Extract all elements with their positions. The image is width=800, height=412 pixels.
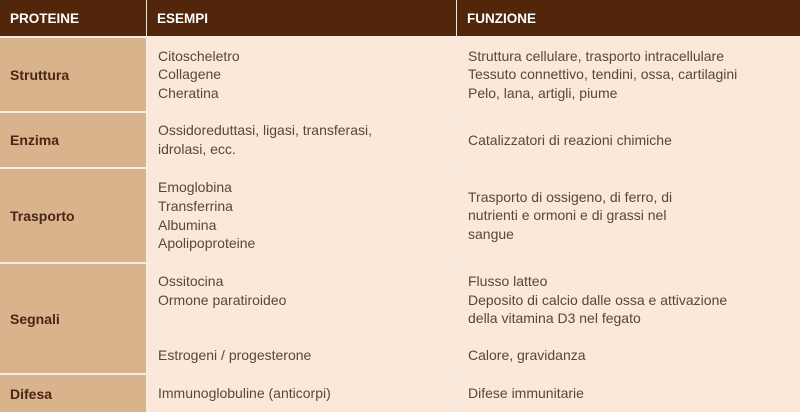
funzione-line: della vitamina D3 nel fegato [468,310,641,327]
funzione-line: Tessuto connettivo, tendini, ossa, carti… [468,66,738,83]
header-esempi: ESEMPI [146,0,456,36]
esempi-cell: Ossitocina Ormone paratiroideo Estrogeni /… [146,264,456,373]
esempi-line: Ossitocina [158,273,224,290]
esempi-line [158,309,456,328]
funzione-line: Pelo, lana, artigli, piume [468,84,618,101]
funzione-line: Trasporto di ossigeno, di ferro, di [468,188,673,205]
esempi-line: Cheratina [158,84,219,101]
funzione-line: Difese immunitarie [468,385,584,402]
protein-category: Difesa [0,375,146,412]
header-funzione: FUNZIONE [456,0,800,36]
protein-category: Segnali [0,264,146,373]
protein-category: Trasporto [0,169,146,262]
table-row: Struttura Citoscheletro Collagene Cheratina… [0,36,800,111]
esempi-line [158,328,456,347]
table-row: Trasporto Emoglobina Transferrina Albumina A… [0,167,800,262]
funzione-line: Struttura cellulare, trasporto intracell… [468,47,725,64]
funzione-line: Flusso latteo [468,273,548,290]
table-header: PROTEINE ESEMPI FUNZIONE [0,0,800,36]
funzione-line: Catalizzatori di reazioni chimiche [468,131,672,148]
esempi-line: Emoglobina [158,179,232,196]
table-row: Enzima Ossidoreduttasi, ligasi, transfera… [0,111,800,167]
esempi-line: Estrogeni / progesterone [158,347,312,364]
esempi-line: idrolasi, ecc. [158,141,236,157]
table-row: Segnali Ossitocina Ormone paratiroideo Estr… [0,262,800,373]
esempi-cell: Ossidoreduttasi, ligasi, transferasi, idr… [146,113,456,167]
protein-category: Enzima [0,113,146,167]
funzione-line [468,328,800,347]
funzione-line: Calore, gravidanza [468,347,586,364]
funzione-cell: Difese immunitarie [456,375,800,412]
esempi-line: Albumina [158,216,217,233]
esempi-line: Transferrina [158,197,233,214]
esempi-line: Collagene [158,66,222,83]
esempi-line: Ossidoreduttasi, ligasi, transferasi, [158,122,372,139]
table-row: Difesa Immunoglobuline (anticorpi) Difese … [0,373,800,412]
esempi-line: Immunoglobuline (anticorpi) [158,385,331,402]
funzione-cell: Trasporto di ossigeno, di ferro, di nutri… [456,169,800,262]
funzione-cell: Struttura cellulare, trasporto intracell… [456,38,800,111]
funzione-line: nutrienti e ormoni e di grassi nel [468,207,667,224]
esempi-line: Ormone paratiroideo [158,291,287,308]
funzione-line: Deposito di calcio dalle ossa e attivazi… [468,291,728,308]
esempi-line: Apolipoproteine [158,235,256,252]
funzione-cell: Catalizzatori di reazioni chimiche [456,113,800,167]
esempi-cell: Citoscheletro Collagene Cheratina [146,38,456,111]
header-proteine: PROTEINE [10,10,80,26]
funzione-cell: Flusso latteo Deposito di calcio dalle os… [456,264,800,373]
funzione-line: sangue [468,225,514,242]
esempi-line: Citoscheletro [158,47,240,64]
esempi-cell: Immunoglobuline (anticorpi) [146,375,456,412]
protein-category: Struttura [0,38,146,111]
esempi-cell: Emoglobina Transferrina Albumina Apolipopro… [146,169,456,262]
